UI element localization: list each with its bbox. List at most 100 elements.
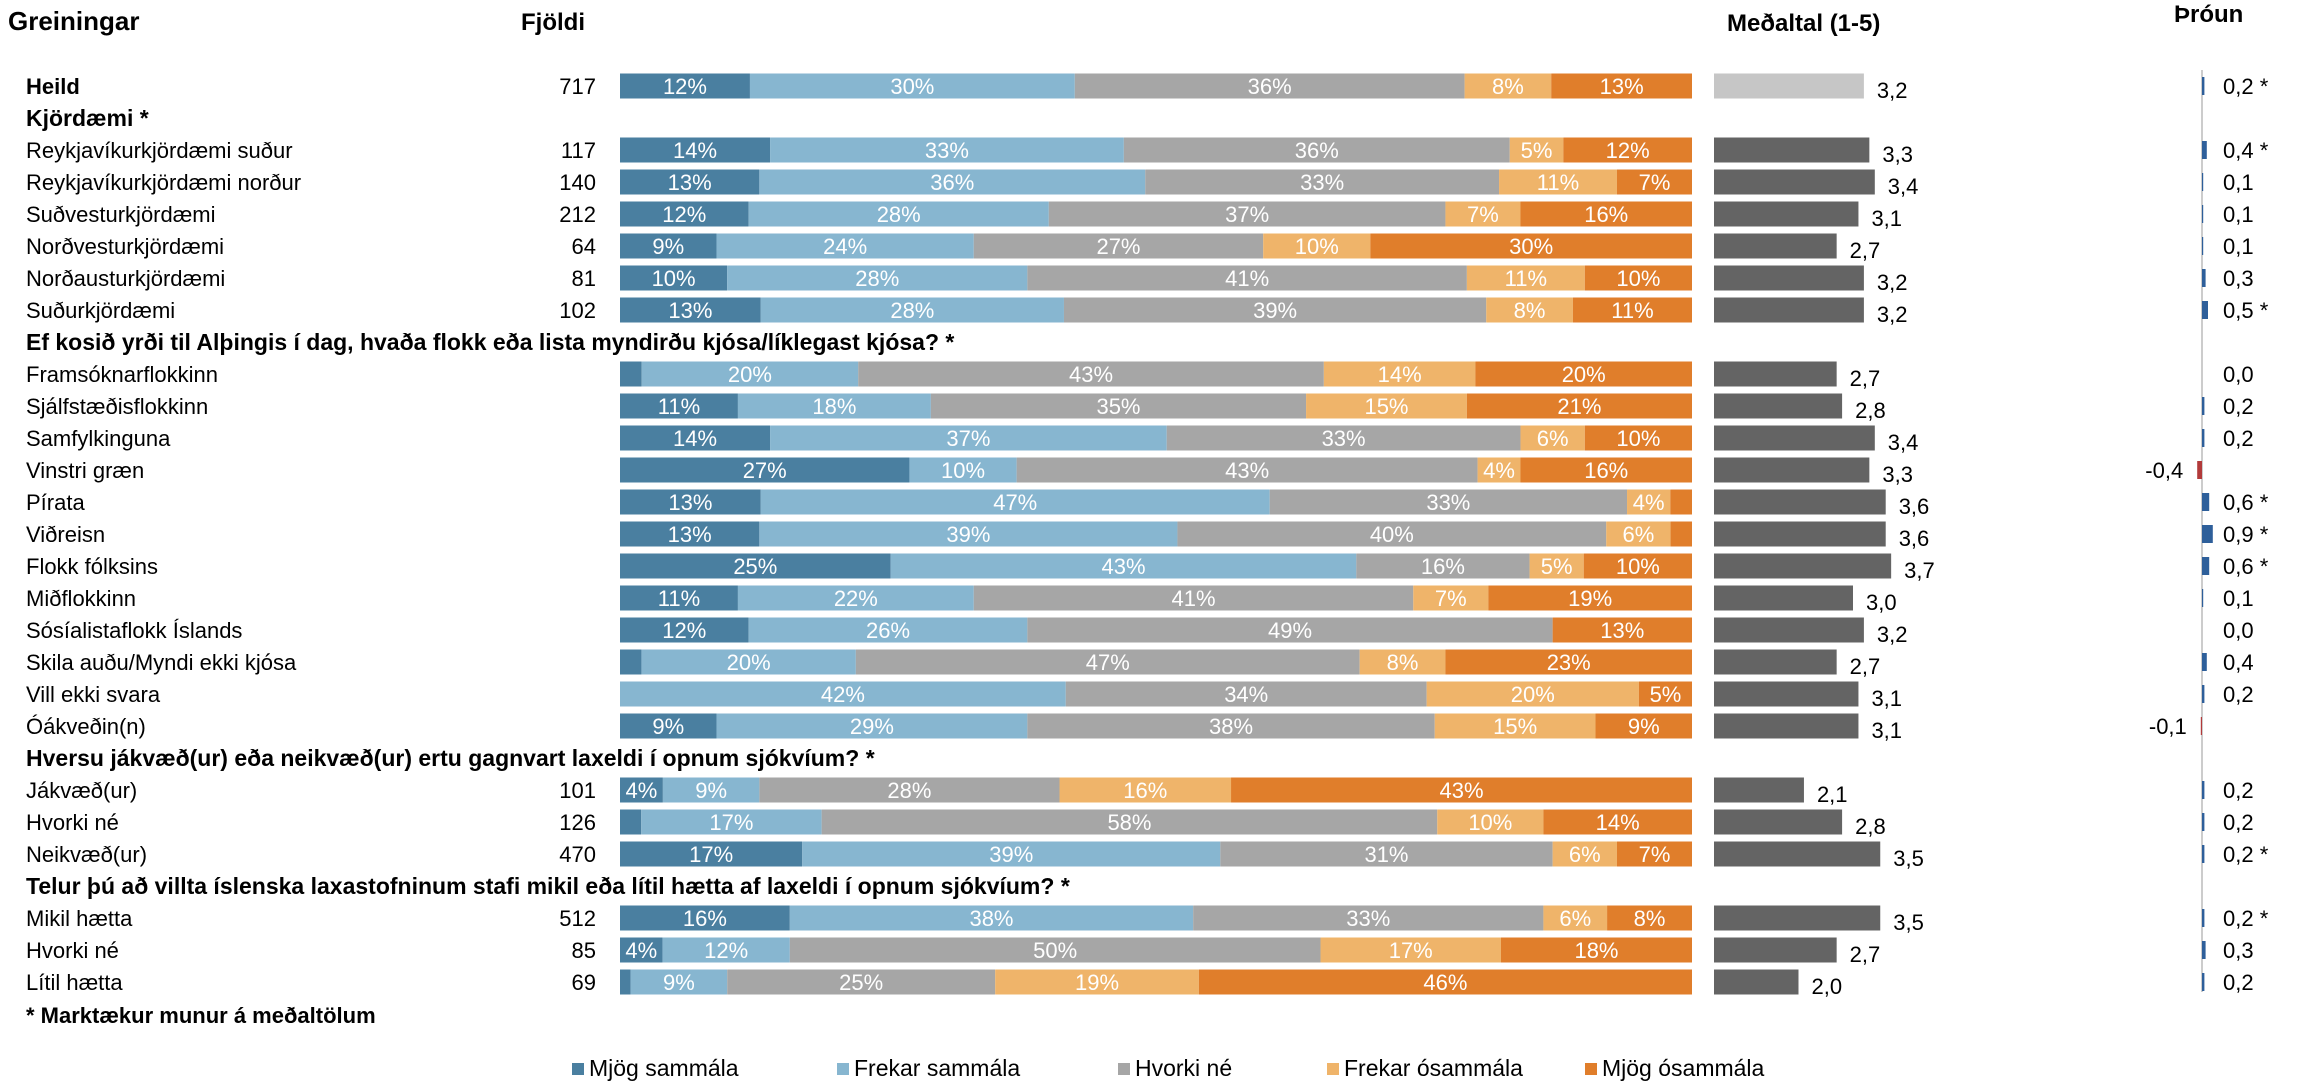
segment-label: 5% [1541, 554, 1573, 579]
mean-bar [1714, 969, 1799, 995]
bar-segment [1499, 169, 1617, 195]
segment-label: 8% [1387, 650, 1419, 675]
row-label: Jákvæð(ur) [26, 778, 137, 803]
segment-label: 49% [1268, 618, 1312, 643]
trend-bar [2202, 973, 2205, 991]
row-label: Mikil hætta [26, 906, 133, 931]
segment-label: 9% [652, 714, 684, 739]
segment-label: 38% [1209, 714, 1253, 739]
table-row: Reykjavíkurkjördæmi norður 140 13% 36% 33% 11… [26, 169, 2254, 199]
mean-bar [1714, 137, 1870, 163]
trend-bar [2202, 397, 2205, 415]
mean-label: 3,4 [1888, 430, 1919, 455]
bar-segment [620, 201, 749, 227]
table-row: Norðvesturkjördæmi 64 9% 24% 27% 10% 30% 2,7 0,1 [26, 233, 2254, 263]
table-row: Suðvesturkjördæmi 212 12% 28% 37% 7% 16% 3,1 0,1 [26, 201, 2254, 231]
trend-bar [2202, 205, 2204, 223]
header-greiningar: Greiningar [8, 6, 139, 36]
row-count: 64 [572, 234, 596, 259]
segment-label: 33% [1426, 490, 1470, 515]
bar-segment [855, 649, 1360, 675]
table-row: Vinstri græn 27% 10% 43% 4% 16% 3,3 -0,4 [26, 457, 2202, 487]
mean-label: 3,0 [1866, 590, 1897, 615]
bar-segment [1027, 265, 1467, 291]
bar-segment [662, 937, 790, 963]
row-label: Vinstri græn [26, 458, 144, 483]
segment-label: 16% [1584, 202, 1628, 227]
segment-label: 19% [1568, 586, 1612, 611]
segment-label: 30% [890, 74, 934, 99]
segment-label: 17% [689, 842, 733, 867]
bar-segment [770, 137, 1124, 163]
bar-segment [1059, 777, 1232, 803]
segment-label: 14% [1378, 362, 1422, 387]
mean-bar [1714, 649, 1837, 675]
bar-segment [1466, 265, 1585, 291]
table-row: Lítil hætta 69 9% 25% 19% 46% 2,0 0,2 [26, 969, 2254, 999]
bar-segment [737, 585, 974, 611]
segment-label: 27% [1096, 234, 1140, 259]
table-row: Heild 717 12% 30% 36% 8% 13% 3,2 0,2 * [26, 73, 2269, 103]
trend-label: 0,2 [2223, 426, 2254, 451]
segment-label: 13% [668, 490, 712, 515]
legend-item: Mjög ósammála [1585, 1055, 1765, 1081]
bar-segment [1445, 201, 1521, 227]
bar-segment [620, 777, 663, 803]
segment-label: 27% [743, 458, 787, 483]
row-count: 81 [572, 266, 596, 291]
bar-segment [1177, 521, 1607, 547]
row-label: Flokk fólksins [26, 554, 158, 579]
row-label: Suðurkjördæmi [26, 298, 175, 323]
trend-label: 0,3 [2223, 938, 2254, 963]
trend-label: 0,2 [2223, 778, 2254, 803]
segment-label: 16% [683, 906, 727, 931]
segment-label: 33% [925, 138, 969, 163]
bar-segment [620, 297, 761, 323]
bar-segment [716, 713, 1028, 739]
segment-label: 8% [1514, 298, 1546, 323]
bar-segment [789, 937, 1321, 963]
bar-segment [1320, 937, 1501, 963]
mean-label: 2,1 [1817, 782, 1848, 807]
trend-bar [2202, 141, 2207, 159]
bar-segment [1475, 361, 1692, 387]
segment-label: 12% [1606, 138, 1650, 163]
row-label: Sósíalistaflokk Íslands [26, 618, 242, 643]
row-count: 102 [559, 298, 596, 323]
bar-segment [1529, 553, 1584, 579]
table-row: Skila auðu/Myndi ekki kjósa 20% 47% 8% 23% 2,… [26, 649, 2254, 679]
table-row: Sósíalistaflokk Íslands 12% 26% 49% 13% 3,2 0,… [26, 617, 2254, 647]
segment-label: 41% [1171, 586, 1215, 611]
mean-label: 3,2 [1877, 78, 1908, 103]
bar-segment [760, 489, 1270, 515]
bar-segment [641, 809, 822, 835]
bar-segment [1445, 649, 1692, 675]
segment-label: 7% [1639, 842, 1671, 867]
trend-bar [2202, 493, 2210, 511]
bar-segment [1065, 681, 1427, 707]
bar-segment [1500, 937, 1692, 963]
bar-segment [620, 233, 717, 259]
legend-swatch [837, 1063, 849, 1075]
segment-label: 5% [1521, 138, 1553, 163]
row-label: Hvorki né [26, 810, 119, 835]
segment-label: 5% [1650, 682, 1682, 707]
trend-label: 0,0 [2223, 362, 2254, 387]
row-count: 117 [561, 138, 596, 163]
legend-label: Mjög ósammála [1602, 1055, 1765, 1081]
bar-segment [1323, 361, 1476, 387]
mean-label: 3,3 [1882, 462, 1913, 487]
bar-segment [759, 777, 1060, 803]
mean-label: 2,8 [1855, 814, 1886, 839]
bar-segment [1543, 809, 1692, 835]
segment-label: 8% [1492, 74, 1524, 99]
trend-bar [2202, 909, 2205, 927]
mean-label: 3,1 [1871, 206, 1902, 231]
row-count: 126 [559, 810, 596, 835]
segment-label: 11% [1537, 170, 1579, 195]
segment-label: 39% [1253, 298, 1297, 323]
mean-bar [1714, 361, 1837, 387]
legend-swatch [1585, 1063, 1597, 1075]
bar-segment [727, 969, 996, 995]
trend-label: 0,9 * [2223, 522, 2269, 547]
